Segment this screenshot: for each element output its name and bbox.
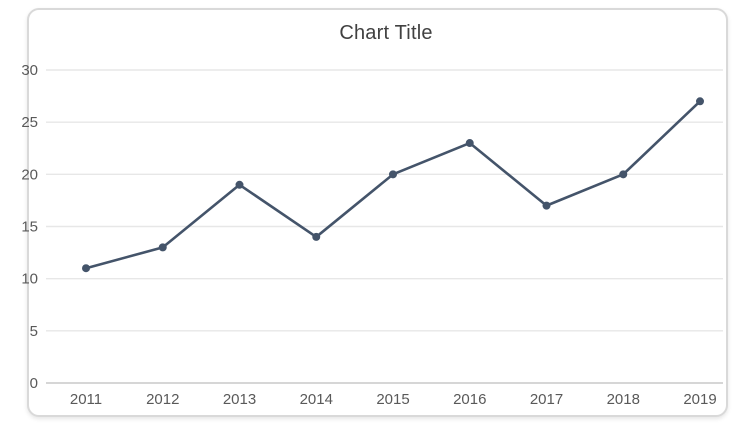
data-point-marker xyxy=(542,201,551,210)
data-point-marker xyxy=(696,97,704,106)
data-point-marker xyxy=(312,232,321,241)
x-tick-label: 2012 xyxy=(146,391,179,408)
x-tick-label: 2014 xyxy=(300,391,333,408)
data-point-marker xyxy=(389,170,397,179)
y-tick-label: 0 xyxy=(30,375,38,392)
y-tick-label: 10 xyxy=(21,271,38,288)
data-point-marker xyxy=(465,139,474,148)
data-point-marker xyxy=(82,264,90,273)
x-tick-label: 2019 xyxy=(683,391,716,408)
x-tick-label: 2013 xyxy=(223,391,256,408)
data-point-marker xyxy=(619,170,628,179)
y-tick-label: 30 xyxy=(21,62,38,79)
data-point-marker xyxy=(235,180,244,189)
data-point-marker xyxy=(158,243,167,252)
chart-title: Chart Title xyxy=(339,22,433,44)
x-tick-label: 2016 xyxy=(453,391,486,408)
chart-frame xyxy=(27,8,728,417)
x-tick-label: 2015 xyxy=(376,391,409,408)
x-tick-label: 2017 xyxy=(530,391,563,408)
y-tick-label: 20 xyxy=(21,166,38,183)
x-tick-label: 2018 xyxy=(607,391,640,408)
y-tick-label: 15 xyxy=(21,219,38,236)
x-tick-label: 2011 xyxy=(70,391,102,408)
series-line xyxy=(84,100,702,270)
y-tick-label: 25 xyxy=(21,114,38,131)
y-tick-label: 5 xyxy=(30,323,38,340)
